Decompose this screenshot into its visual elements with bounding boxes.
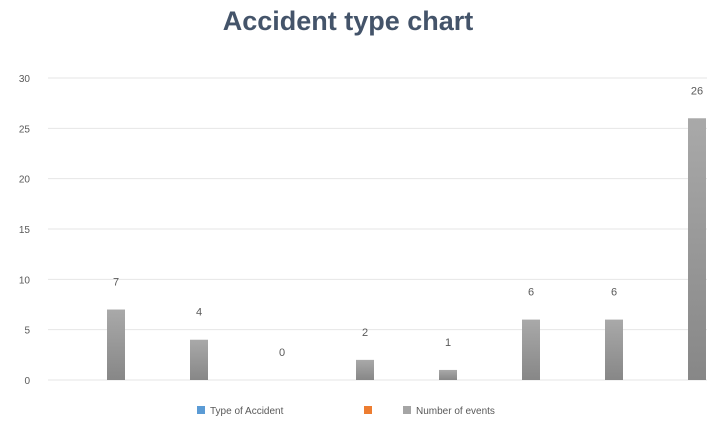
bar <box>522 319 540 380</box>
data-label: 0 <box>279 347 285 359</box>
data-label: 1 <box>445 337 451 349</box>
y-tick-label: 10 <box>19 275 31 286</box>
y-tick-label: 15 <box>19 225 31 236</box>
legend-swatch <box>403 406 411 414</box>
y-tick-label: 20 <box>19 175 31 186</box>
y-axis-ticks: 0 5 10 15 20 25 30 <box>19 74 31 387</box>
y-tick-label: 25 <box>19 124 31 135</box>
legend-label: Type of Accident <box>210 406 284 417</box>
y-tick-label: 0 <box>24 376 30 387</box>
data-labels: 7 4 0 2 1 6 6 26 <box>113 85 703 359</box>
bar <box>356 359 374 380</box>
data-label: 6 <box>528 287 534 299</box>
chart-title: Accident type chart <box>223 6 474 36</box>
bar <box>439 369 457 380</box>
y-tick-label: 30 <box>19 74 31 85</box>
data-label: 26 <box>691 85 703 97</box>
bar <box>190 339 208 380</box>
legend: Type of Accident Number of events <box>197 406 495 417</box>
bar <box>688 118 706 381</box>
legend-swatch <box>364 406 372 414</box>
bar <box>605 319 623 380</box>
bar <box>107 309 125 380</box>
data-label: 7 <box>113 277 119 289</box>
data-label: 6 <box>611 287 617 299</box>
data-label: 2 <box>362 327 368 339</box>
bars <box>107 118 706 381</box>
gridlines <box>48 77 707 381</box>
y-tick-label: 5 <box>24 326 30 337</box>
data-label: 4 <box>196 307 202 319</box>
legend-swatch <box>197 406 205 414</box>
legend-label: Number of events <box>416 406 495 417</box>
